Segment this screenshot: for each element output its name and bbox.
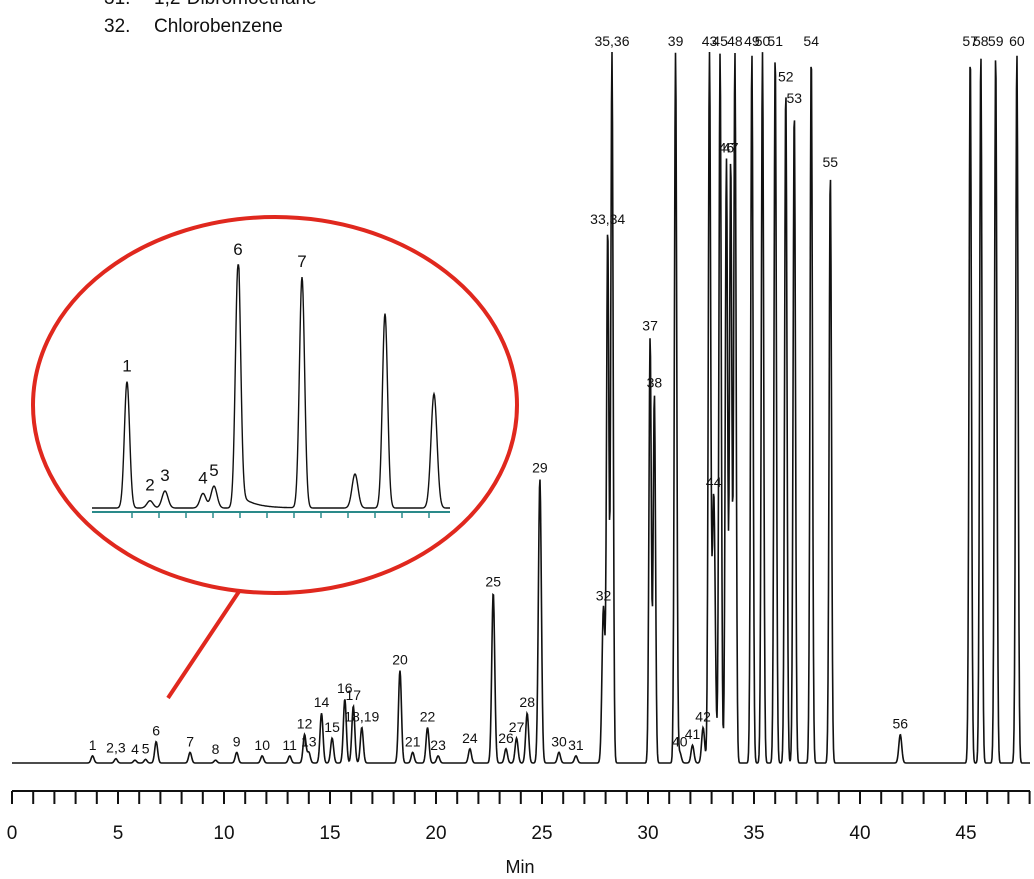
inset-pointer-line: [166, 588, 242, 700]
peak-label-50: 50: [755, 33, 771, 49]
peak-label-18-19: 18,19: [344, 709, 379, 725]
legend-entry-31: 31.1,2-Dibromoethane: [104, 0, 317, 10]
peak-label-33-34: 33,34: [590, 211, 625, 227]
peak-label-44: 44: [706, 474, 722, 490]
peak-label-26: 26: [498, 730, 514, 746]
peak-label-15: 15: [324, 719, 340, 735]
inset-peak-label-2: 2: [145, 476, 154, 495]
peak-label-23: 23: [430, 737, 446, 753]
legend-entry-32: 32. Chlorobenzene: [104, 16, 283, 38]
peak-label-30: 30: [551, 733, 567, 749]
peak-label-10: 10: [254, 737, 270, 753]
peak-label-1: 1: [89, 737, 97, 753]
inset-peak-label-7: 7: [297, 252, 306, 271]
inset-peak-label-1: 1: [122, 357, 131, 376]
legend-compound-name: Chlorobenzene: [154, 16, 283, 37]
peak-label-43: 43: [702, 33, 718, 49]
x-tick-label: 35: [743, 823, 764, 844]
peak-label-55: 55: [823, 154, 839, 170]
x-tick-label: 0: [7, 823, 18, 844]
x-axis-label: Min: [505, 857, 534, 877]
peak-label-54: 54: [803, 33, 819, 49]
peak-label-16: 16: [337, 680, 353, 696]
peak-label-2-3: 2,3: [106, 740, 126, 756]
inset-peak-label-4: 4: [198, 468, 207, 487]
peak-label-48: 48: [727, 33, 743, 49]
peak-label-7: 7: [186, 733, 194, 749]
x-tick-label: 30: [637, 823, 658, 844]
legend-compound-name: 1,2-Dibromoethane: [154, 0, 317, 9]
peak-label-29: 29: [532, 460, 548, 476]
peak-label-46: 46: [719, 140, 735, 156]
peak-label-53: 53: [787, 90, 803, 106]
peak-label-8: 8: [212, 741, 220, 757]
peak-label-12: 12: [297, 716, 313, 732]
x-tick-label: 45: [955, 823, 976, 844]
peak-label-45: 45: [712, 33, 728, 49]
peak-label-47: 47: [723, 140, 739, 156]
peak-label-58: 58: [973, 33, 989, 49]
x-tick-label: 40: [849, 823, 870, 844]
inset-ellipse: [31, 215, 519, 595]
x-tick-label: 20: [425, 823, 446, 844]
x-tick-label: 10: [213, 823, 234, 844]
inset-trace: [92, 264, 450, 509]
peak-label-11: 11: [282, 737, 297, 753]
x-axis: 0 5 10 15 20 25 30 35 40 45: [7, 790, 1031, 844]
x-tick-label: 25: [531, 823, 552, 844]
peak-label-24: 24: [462, 730, 478, 746]
peak-label-17: 17: [346, 687, 362, 703]
x-tick-label: 5: [113, 823, 124, 844]
peak-label-22: 22: [420, 709, 436, 725]
peak-label-37: 37: [642, 317, 658, 333]
peak-label-41: 41: [685, 726, 701, 742]
peak-label-32: 32: [596, 588, 612, 604]
peak-label-9: 9: [233, 733, 241, 749]
chromatogram-trace: [12, 51, 1030, 764]
peak-label-28: 28: [519, 694, 535, 710]
peak-label-4: 4: [131, 741, 139, 757]
peak-label-56: 56: [893, 716, 909, 732]
legend-number: 31.: [104, 0, 154, 10]
peak-label-38: 38: [647, 374, 663, 390]
peak-label-13: 13: [301, 733, 317, 749]
peak-label-40: 40: [672, 733, 688, 749]
inset-zoom: 123 4 567: [31, 215, 519, 700]
peak-label-51: 51: [767, 33, 783, 49]
peak-label-20: 20: [392, 652, 408, 668]
peak-label-42: 42: [695, 709, 711, 725]
inset-peak-label-3: 3: [160, 466, 169, 485]
peak-label-27: 27: [509, 719, 525, 735]
inset-peak-label-6: 6: [233, 240, 242, 259]
peak-label-59: 59: [988, 33, 1004, 49]
peak-label-49: 49: [744, 33, 760, 49]
peak-label-35-36: 35,36: [594, 33, 629, 49]
peak-label-31: 31: [568, 737, 584, 753]
peak-label-57: 57: [962, 33, 978, 49]
peak-label-5: 5: [142, 740, 150, 756]
inset-peak-label-5: 5: [209, 461, 218, 480]
x-tick-label: 15: [319, 823, 340, 844]
peak-label-39: 39: [668, 33, 684, 49]
peak-label-14: 14: [314, 694, 330, 710]
legend-number: 32.: [104, 16, 131, 37]
peak-label-60: 60: [1009, 33, 1025, 49]
peak-label-25: 25: [485, 573, 501, 589]
peak-label-52: 52: [778, 69, 794, 85]
peak-label-6: 6: [152, 723, 160, 739]
peak-label-21: 21: [405, 733, 421, 749]
